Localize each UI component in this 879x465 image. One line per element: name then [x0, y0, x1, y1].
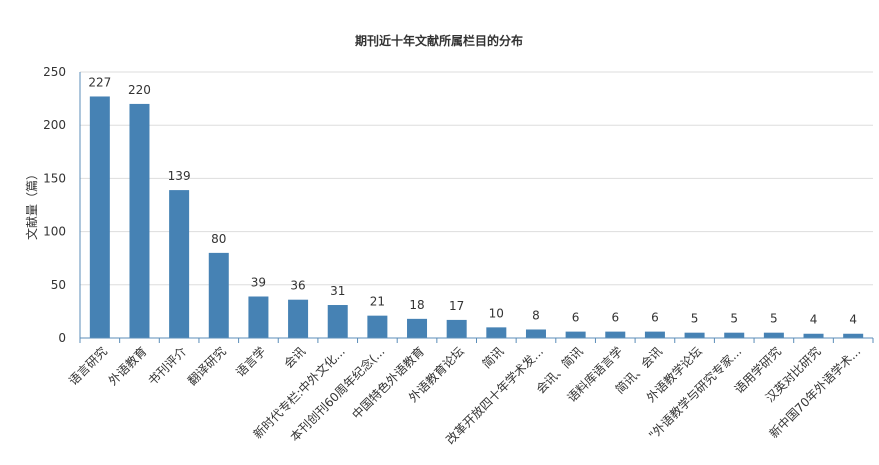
bar	[367, 315, 388, 338]
data-label: 6	[572, 311, 580, 325]
y-tick-label: 200	[43, 118, 66, 132]
data-labels: 227 220 139 80 39 36 31 21 18 17 10 8 6 6 6 5 5 5 4 4	[88, 75, 857, 326]
y-tick-label: 250	[43, 65, 66, 79]
bar	[843, 333, 864, 338]
bar	[89, 96, 110, 338]
x-tick-label: 语言学	[232, 344, 268, 380]
data-label: 6	[611, 311, 619, 325]
data-label: 4	[810, 313, 818, 327]
x-tick-label: 外语教育	[105, 344, 150, 389]
data-label: 31	[330, 284, 345, 298]
bar	[724, 332, 745, 338]
data-label: 36	[290, 279, 305, 293]
data-label: 21	[370, 295, 385, 309]
bar	[644, 331, 665, 338]
bar	[248, 296, 269, 338]
data-label: 18	[409, 298, 424, 312]
bar	[407, 318, 428, 338]
bar	[525, 329, 546, 338]
x-tick-label: 简讯	[480, 344, 507, 371]
y-tick-label: 0	[58, 331, 66, 345]
bar	[129, 103, 150, 338]
data-label: 220	[128, 83, 151, 97]
bar	[565, 331, 586, 338]
bar	[169, 190, 190, 338]
data-label: 8	[532, 308, 540, 322]
x-tick-label: 中国特色外语教育	[349, 344, 427, 422]
data-label: 5	[730, 312, 738, 326]
data-label: 80	[211, 232, 226, 246]
x-tick-label: 书刊评介	[145, 344, 189, 388]
bar	[208, 252, 229, 338]
data-label: 4	[849, 313, 857, 327]
bars	[89, 96, 864, 338]
bar	[486, 327, 507, 338]
bar	[446, 319, 467, 338]
data-label: 10	[489, 306, 504, 320]
y-tick-label: 100	[43, 225, 66, 239]
axes	[79, 72, 873, 339]
y-tick-label: 150	[43, 171, 66, 185]
bar	[605, 331, 626, 338]
data-label: 5	[770, 312, 778, 326]
bar	[763, 332, 784, 338]
data-label: 6	[651, 311, 659, 325]
bar	[327, 305, 348, 338]
bar	[684, 332, 705, 338]
x-tick-label: 语言研究	[65, 344, 110, 389]
x-tick-label: 会讯	[281, 344, 308, 371]
data-label: 227	[88, 75, 111, 89]
y-tick-label: 50	[51, 278, 66, 292]
bar	[803, 333, 824, 338]
data-label: 39	[251, 276, 266, 290]
y-axis-ticks: 0 50 100 150 200 250	[43, 65, 66, 345]
data-label: 139	[168, 169, 191, 183]
data-label: 17	[449, 299, 464, 313]
grid-lines	[80, 71, 873, 286]
bar	[288, 299, 309, 338]
y-axis-label: 文献量（篇）	[24, 168, 39, 240]
x-tick-label: 翻译研究	[184, 344, 229, 389]
chart-title: 期刊近十年文献所属栏目的分布	[355, 33, 523, 48]
data-label: 5	[691, 312, 699, 326]
